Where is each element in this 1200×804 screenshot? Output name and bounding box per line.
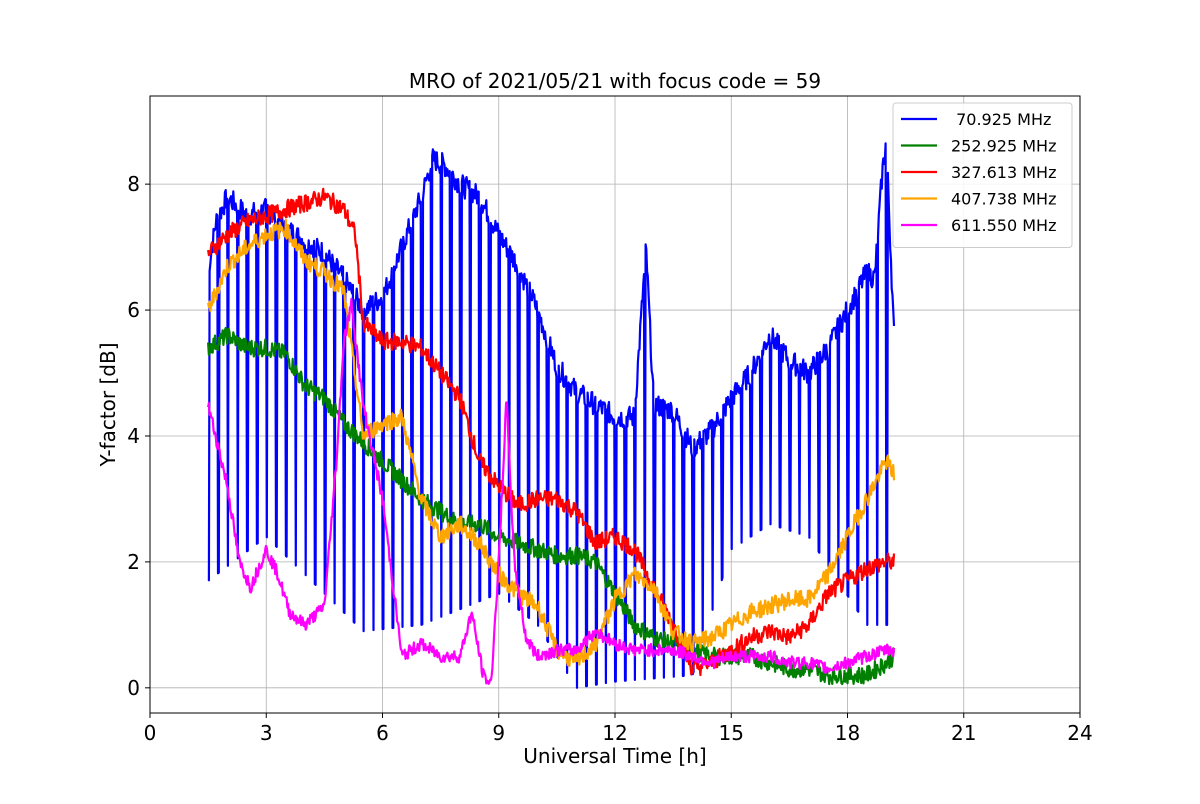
series-line-4 — [207, 297, 896, 685]
y-tick-label: 6 — [127, 298, 140, 322]
y-tick-label: 2 — [127, 550, 140, 574]
legend-label: 252.925 MHz — [951, 137, 1056, 156]
x-tick-label: 3 — [260, 721, 273, 745]
series-line-3 — [207, 218, 896, 668]
x-tick-label: 12 — [602, 721, 627, 745]
legend-label: 407.738 MHz — [951, 190, 1056, 209]
legend: 70.925 MHz 252.925 MHz 327.613 MHz 407.738 … — [892, 102, 1073, 248]
series-line-0 — [207, 142, 896, 689]
x-axis-label: Universal Time [h] — [523, 744, 706, 768]
series-layer — [207, 142, 896, 689]
legend-box — [892, 102, 1073, 248]
x-tick-label: 18 — [835, 721, 860, 745]
series-line-2 — [207, 187, 896, 677]
legend-label: 70.925 MHz — [951, 110, 1051, 129]
legend-label: 611.550 MHz — [951, 216, 1056, 235]
y-axis-label: Y-factor [dB] — [96, 342, 120, 467]
x-tick-label: 24 — [1067, 721, 1092, 745]
legend-label: 327.613 MHz — [951, 163, 1056, 182]
series-line-1 — [207, 326, 896, 686]
x-tick-label: 15 — [719, 721, 744, 745]
x-tick-label: 21 — [951, 721, 976, 745]
x-tick-label: 9 — [492, 721, 505, 745]
y-tick-label: 4 — [127, 424, 140, 448]
chart-title: MRO of 2021/05/21 with focus code = 59 — [409, 69, 821, 93]
y-tick-label: 0 — [127, 676, 140, 700]
x-tick-label: 0 — [144, 721, 157, 745]
y-tick-label: 8 — [127, 172, 140, 196]
x-tick-label: 6 — [376, 721, 389, 745]
